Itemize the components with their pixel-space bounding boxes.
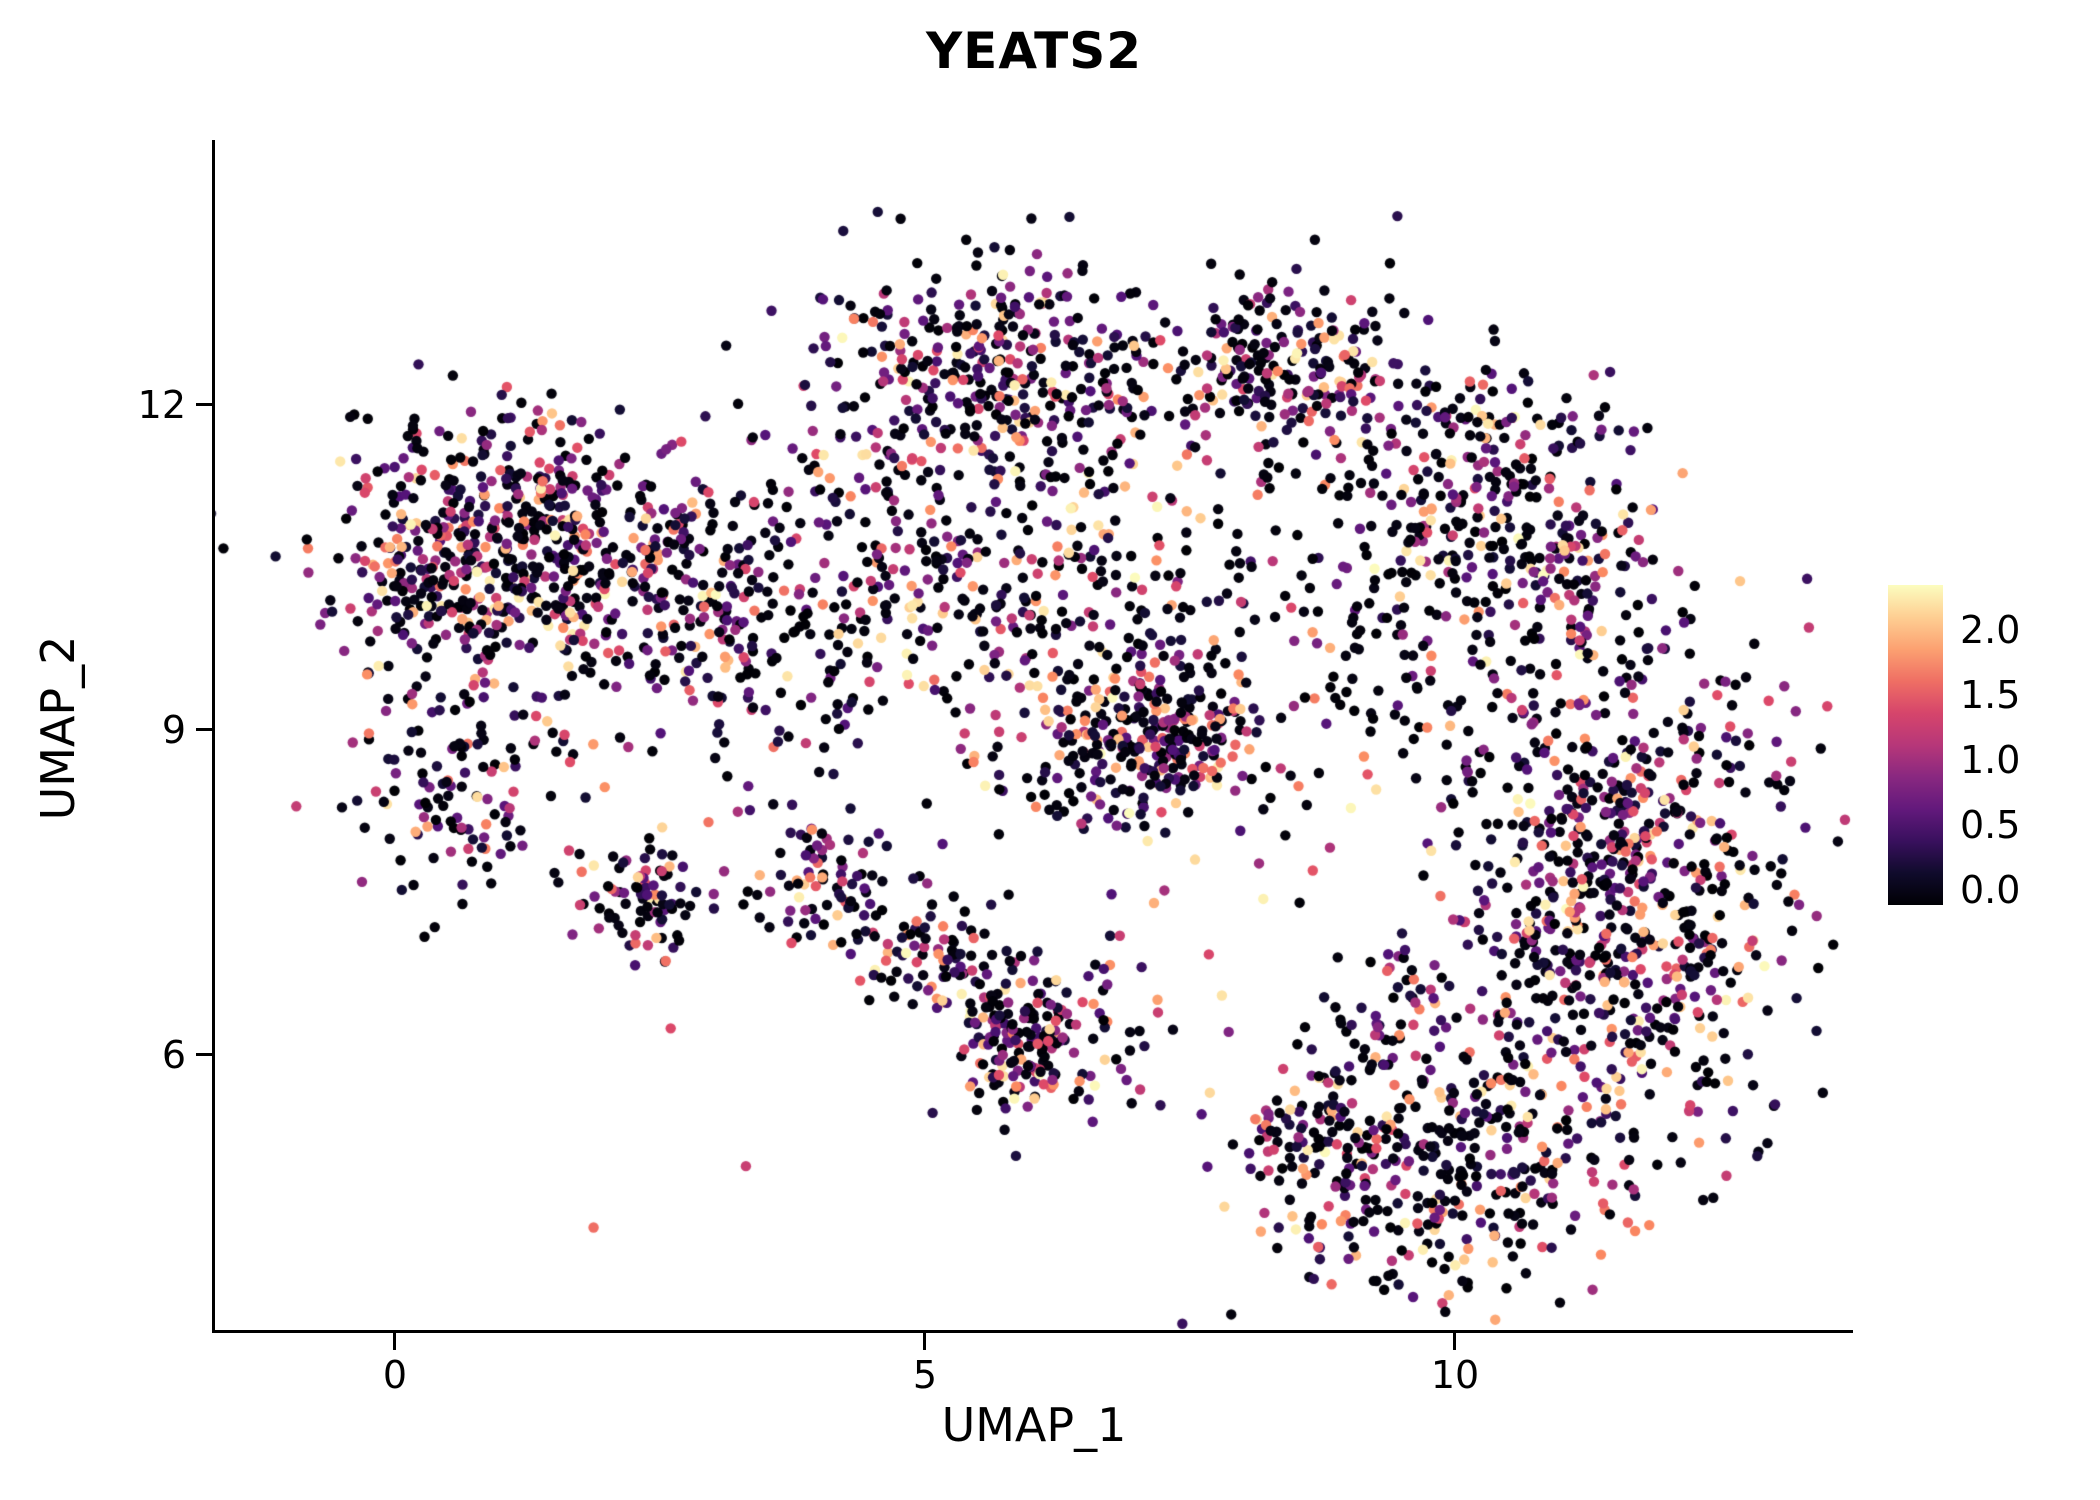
x-axis-tick [923,1333,926,1350]
x-axis-label: UMAP_1 [941,1398,1127,1452]
colorbar-tick-label: 2.0 [1960,608,2021,652]
y-axis-tick [196,728,213,731]
colorbar-tick-label: 0.5 [1960,803,2021,847]
y-axis-line [212,140,215,1333]
x-tick-label: 10 [1430,1353,1480,1397]
x-tick-label: 5 [912,1353,938,1397]
x-tick-label: 0 [382,1353,408,1397]
y-axis-tick [196,403,213,406]
y-tick-label: 9 [161,708,186,752]
colorbar: 2.0 1.5 1.0 0.5 0.0 [1888,585,2098,915]
colorbar-tick-label: 0.0 [1960,868,2021,912]
y-tick-label: 12 [137,383,186,427]
y-tick-label: 6 [161,1033,186,1077]
colorbar-gradient [1888,585,1943,905]
x-axis-tick [393,1333,396,1350]
y-axis-tick [196,1053,213,1056]
y-axis-label: UMAP_2 [31,635,85,821]
x-axis-tick [1453,1333,1456,1350]
x-axis-line [212,1330,1853,1333]
colorbar-tick-label: 1.0 [1960,738,2021,782]
colorbar-tick-label: 1.5 [1960,673,2021,717]
